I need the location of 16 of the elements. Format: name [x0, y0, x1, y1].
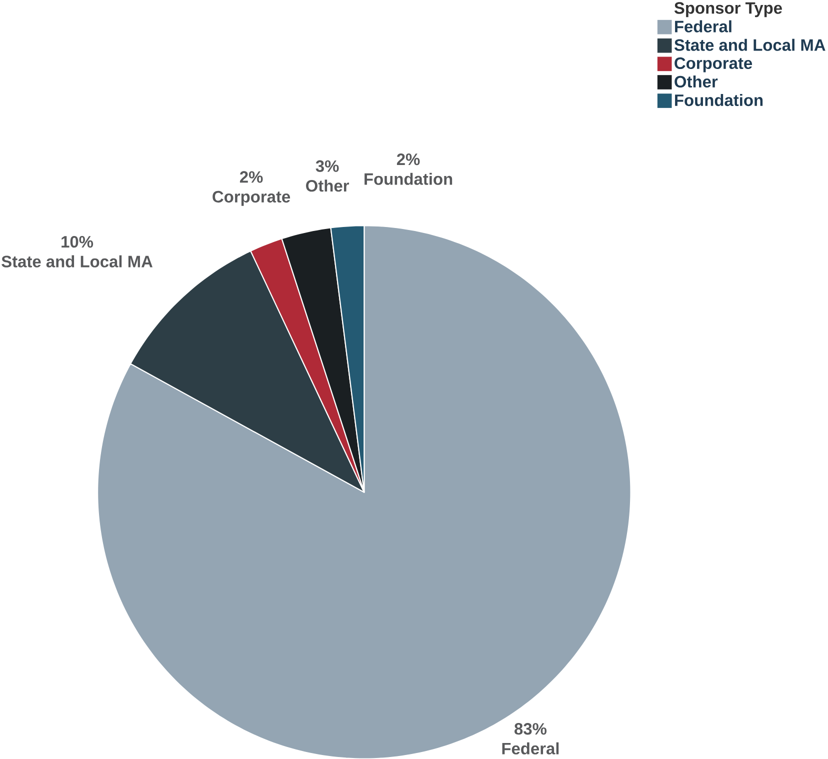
legend-label: Corporate	[674, 57, 752, 72]
data-label: 83%	[514, 722, 547, 735]
legend-label: Foundation	[675, 94, 763, 106]
data-label: 2%	[396, 153, 420, 165]
slice-label: State and Local MA	[2, 255, 153, 268]
legend-label: Other	[674, 75, 718, 88]
data-label: 2%	[240, 170, 263, 183]
data-label: 3%	[316, 160, 339, 172]
slice-label: Foundation	[364, 172, 452, 185]
legend-title: Sponsor Type	[674, 2, 782, 17]
slice-label: Other	[306, 179, 350, 192]
slice-label: Federal	[502, 742, 559, 754]
legend-label: Federal	[675, 20, 732, 32]
data-label: 10%	[62, 236, 94, 248]
slice-label: Corporate	[212, 190, 290, 206]
legend-label: State and Local MA	[674, 38, 826, 51]
